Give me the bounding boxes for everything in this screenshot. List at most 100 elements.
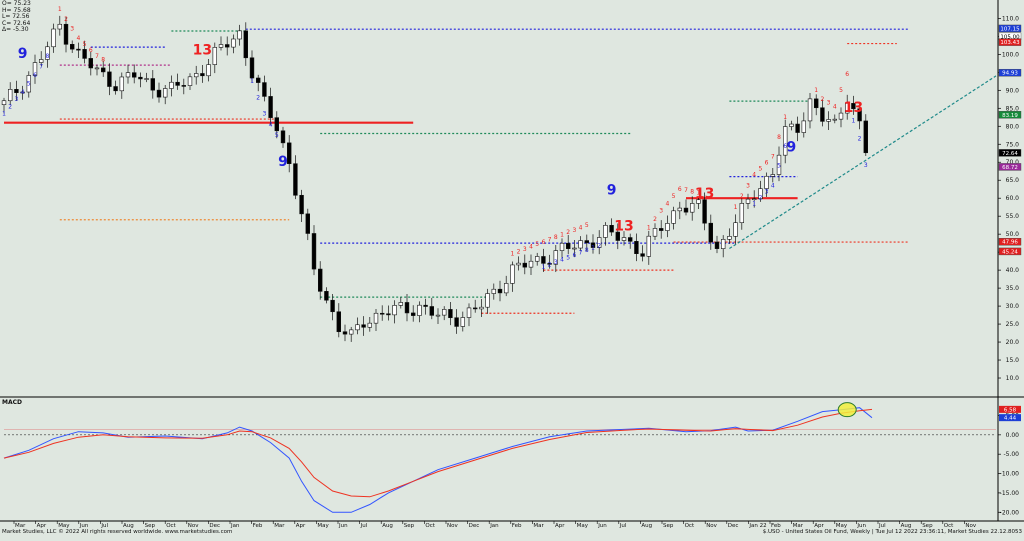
setup-count: 8: [690, 188, 694, 195]
price-badge: [998, 149, 1022, 157]
candle-body: [652, 228, 658, 237]
candle-body: [528, 260, 534, 268]
candle-body: [454, 317, 459, 327]
x-tick-label: Jun: [79, 523, 89, 529]
candle-body: [107, 71, 112, 87]
setup-count: 3: [70, 25, 74, 32]
price-badge-label: 68.72: [1002, 165, 1018, 171]
setup-count: 6: [541, 239, 545, 246]
price-tick-label: 50.0: [1006, 231, 1020, 238]
candle-body: [479, 306, 484, 310]
macd-tick-label: -15.00: [1000, 490, 1020, 497]
candle-body: [615, 231, 621, 241]
macd-badge: [999, 414, 1021, 422]
candle-body: [596, 237, 602, 248]
candle-body: [807, 98, 813, 122]
candle-body: [671, 210, 676, 224]
candle-body: [243, 30, 248, 59]
setup-count: 4: [529, 244, 533, 251]
setup-count: 3: [262, 110, 266, 117]
macd-panel: MACD: [2, 399, 996, 513]
setup-count: 6: [845, 71, 849, 78]
candle-body: [460, 317, 465, 327]
candle-body: [101, 67, 106, 73]
price-tick-label: 80.0: [1006, 123, 1020, 130]
buy-setup-nine: 9: [278, 154, 288, 170]
x-tick-label: Jul: [100, 523, 108, 529]
crossover-highlight: [837, 402, 857, 418]
setup-count: 1: [541, 264, 545, 271]
candle-body: [324, 291, 329, 301]
x-tick-label: Apr: [814, 523, 824, 529]
setup-count: 2: [740, 193, 744, 200]
price-badge: [998, 247, 1022, 256]
candle-body: [572, 247, 577, 250]
setup-count: 2: [820, 96, 824, 103]
candle-body: [274, 117, 279, 132]
candle-body: [262, 82, 267, 97]
ohlc-row-2: L= 72.56: [2, 13, 31, 21]
x-tick-label: Nov: [965, 523, 976, 529]
sell-countdown-thirteen: 13: [614, 219, 633, 235]
x-tick-label: Oct: [685, 523, 695, 529]
setup-count: 1: [510, 251, 514, 258]
ohlc-key: O=: [2, 0, 14, 7]
x-tick-label: Mar: [533, 523, 544, 529]
candle-body: [832, 118, 838, 121]
candle-body: [720, 239, 726, 249]
candle-body: [727, 236, 732, 240]
setup-count: 6: [783, 143, 787, 150]
setup-count: 5: [777, 163, 781, 170]
setup-count: 7: [684, 187, 688, 194]
candle-body: [658, 228, 664, 231]
setup-count: 6: [572, 252, 576, 259]
candle-body: [485, 293, 490, 308]
candle-body: [348, 329, 354, 335]
candle-body: [181, 85, 186, 87]
x-tick-label: Jan 22: [748, 523, 766, 529]
x-tick-label: Dec: [209, 523, 220, 529]
candle-body: [851, 103, 856, 110]
candle-body: [125, 72, 131, 78]
buy-setup-nine: 9: [607, 183, 617, 199]
macd-badge: [999, 405, 1021, 413]
setup-count: 2: [758, 194, 762, 201]
ohlc-key: L=: [2, 13, 13, 21]
candle-body: [311, 233, 317, 270]
candle-body: [237, 30, 242, 40]
candle-body: [782, 126, 788, 156]
x-tick-label: Jul: [878, 523, 886, 529]
setup-count: 3: [746, 182, 750, 189]
candle-body: [299, 194, 304, 215]
candle-body: [305, 213, 310, 234]
candle-body: [1, 100, 7, 105]
x-tick-label: Nov: [447, 523, 458, 529]
sell-countdown-thirteen: 13: [695, 186, 714, 202]
sell-countdown-thirteen: 13: [193, 42, 212, 58]
candle-body: [758, 188, 763, 199]
setup-count: 5: [672, 193, 676, 200]
candle-body: [113, 86, 118, 92]
candle-body: [169, 81, 174, 89]
macd-tick-label: 0.00: [1006, 432, 1020, 439]
candle-body: [472, 307, 478, 310]
setup-count: 1: [58, 6, 62, 13]
ohlc-row-3: C= 72.64: [2, 20, 31, 28]
candle-body: [367, 322, 372, 328]
x-tick-label: Aug: [123, 523, 134, 529]
candle-body: [330, 299, 335, 313]
price-badge: [998, 38, 1022, 46]
candle-body: [57, 23, 63, 30]
price-badge-label: 47.96: [1002, 240, 1018, 246]
candle-body: [355, 324, 360, 331]
price-badge: [998, 111, 1022, 119]
setup-count: 4: [771, 182, 775, 189]
candle-body: [516, 262, 521, 266]
candle-body: [361, 324, 366, 328]
candle-body: [398, 302, 403, 306]
x-tick-label: Feb: [771, 523, 781, 529]
price-tick-label: 25.0: [1006, 321, 1020, 328]
x-tick-label: Jan: [230, 523, 240, 529]
